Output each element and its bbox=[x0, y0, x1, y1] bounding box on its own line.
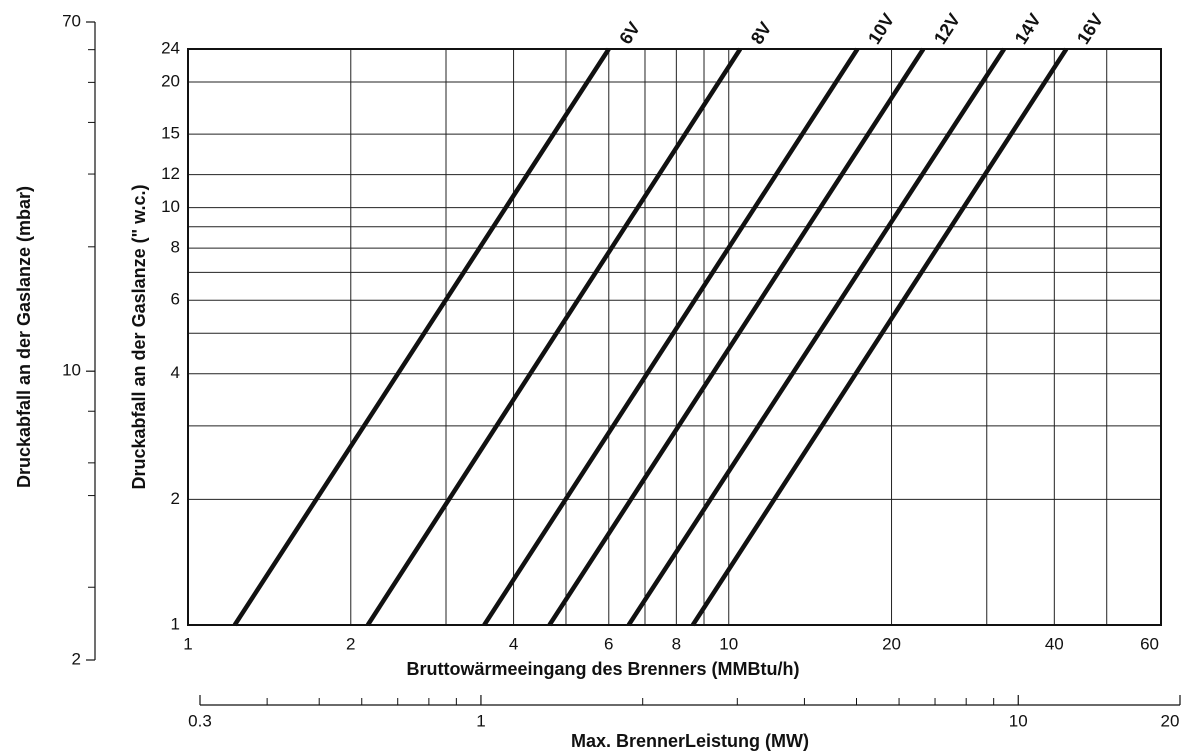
series-label: 10V bbox=[864, 10, 898, 48]
y-tick-label: 20 bbox=[161, 72, 180, 91]
y-tick-label: 6 bbox=[171, 290, 180, 309]
y-axis-label: Druckabfall an der Gaslanze (" w.c.) bbox=[129, 185, 149, 490]
y-tick-label: 12 bbox=[161, 164, 180, 183]
series-label: 6V bbox=[615, 18, 644, 47]
y-tick-label: 10 bbox=[161, 197, 180, 216]
y-tick-label: 1 bbox=[171, 614, 180, 633]
series-line bbox=[626, 47, 1006, 627]
x2-tick-label: 20 bbox=[1161, 711, 1180, 730]
plot-frame bbox=[187, 48, 1162, 626]
y2-axis-label: Druckabfall an der Gaslanze (mbar) bbox=[14, 186, 34, 488]
series-line bbox=[232, 47, 611, 627]
x-tick-label: 4 bbox=[509, 634, 518, 653]
x2-tick-label: 0.3 bbox=[188, 711, 212, 730]
y-tick-label: 24 bbox=[161, 38, 180, 57]
x2-tick-label: 10 bbox=[1009, 711, 1028, 730]
series-line bbox=[547, 47, 926, 627]
y2-tick-label: 70 bbox=[62, 11, 81, 30]
series-label: 12V bbox=[930, 10, 964, 48]
x-tick-label: 2 bbox=[346, 634, 355, 653]
series-line bbox=[482, 47, 860, 627]
x-tick-label: 10 bbox=[719, 634, 738, 653]
y-tick-label: 15 bbox=[161, 124, 180, 143]
x-tick-label: 8 bbox=[672, 634, 681, 653]
series-line bbox=[365, 47, 743, 627]
x-tick-label: 20 bbox=[882, 634, 901, 653]
x-tick-label: 60 bbox=[1140, 634, 1159, 653]
series-label: 8V bbox=[747, 18, 776, 47]
y-tick-label: 4 bbox=[171, 363, 180, 382]
y2-tick-label: 10 bbox=[62, 361, 81, 380]
x-tick-label: 1 bbox=[183, 634, 192, 653]
series-line bbox=[690, 47, 1069, 627]
x-tick-label: 40 bbox=[1045, 634, 1064, 653]
y2-tick-label: 2 bbox=[72, 649, 81, 668]
x2-axis-label: Max. BrennerLeistung (MW) bbox=[571, 731, 809, 751]
series-label: 14V bbox=[1011, 10, 1045, 48]
x2-tick-label: 1 bbox=[476, 711, 485, 730]
x-axis-label: Bruttowärmeeingang des Brenners (MMBtu/h… bbox=[406, 659, 799, 679]
y-tick-label: 2 bbox=[171, 489, 180, 508]
y-tick-label: 8 bbox=[171, 238, 180, 257]
series-label: 16V bbox=[1073, 10, 1107, 48]
x-tick-label: 6 bbox=[604, 634, 613, 653]
